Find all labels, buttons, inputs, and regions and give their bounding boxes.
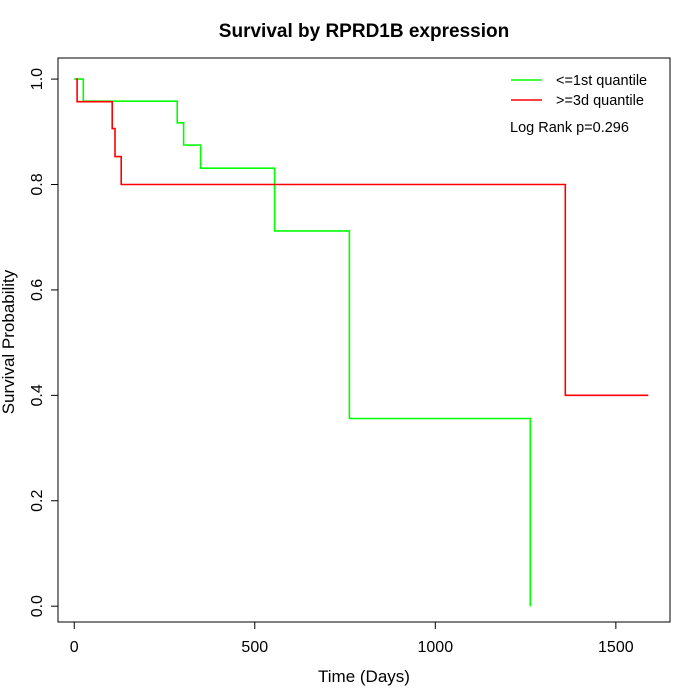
y-tick-label: 0.6 xyxy=(29,279,46,301)
legend-label-2: >=3d quantile xyxy=(556,93,644,109)
x-tick-label: 1500 xyxy=(598,639,634,656)
plot-area xyxy=(57,57,671,623)
legend: <=1st quantile >=3d quantile xyxy=(511,73,647,109)
series-line-1 xyxy=(74,78,532,607)
x-axis: 0 500 1000 1500 xyxy=(70,622,634,656)
x-tick-label: 500 xyxy=(241,639,268,656)
legend-label-1: <=1st quantile xyxy=(556,73,647,89)
y-tick-label: 0.2 xyxy=(29,490,46,512)
y-axis: 0.0 0.2 0.4 0.6 0.8 1.0 xyxy=(29,68,58,617)
y-tick-label: 1.0 xyxy=(29,68,46,90)
x-axis-label: Time (Days) xyxy=(318,667,410,686)
y-tick-label: 0.4 xyxy=(29,384,46,406)
series-line-2 xyxy=(76,78,649,397)
log-rank-annotation: Log Rank p=0.296 xyxy=(510,120,629,136)
chart-title: Survival by RPRD1B expression xyxy=(219,21,509,42)
plot-frame xyxy=(57,57,671,623)
y-tick-label: 0.8 xyxy=(29,173,46,195)
x-tick-label: 1000 xyxy=(418,639,454,656)
x-tick-label: 0 xyxy=(70,639,79,656)
y-axis-label: Survival Probability xyxy=(0,269,18,414)
y-tick-label: 0.0 xyxy=(29,595,46,617)
series-layer xyxy=(74,78,649,607)
